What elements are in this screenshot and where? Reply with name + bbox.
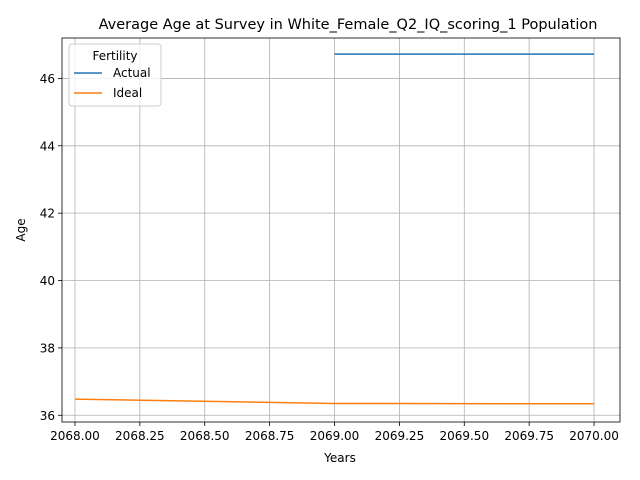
x-tick-label: 2068.50	[180, 429, 230, 443]
legend-box	[68, 43, 162, 107]
y-tick-label: 42	[40, 207, 55, 221]
y-tick-label: 40	[40, 274, 55, 288]
legend-title: Fertility	[92, 49, 137, 63]
legend-items: Actual Ideal	[74, 66, 151, 100]
x-tick-label: 2069.25	[375, 429, 425, 443]
y-tick-label: 44	[40, 139, 55, 153]
chart-title: Average Age at Survey in White_Female_Q2…	[99, 17, 598, 33]
plot-area	[61, 37, 621, 423]
x-tick-label: 2069.00	[310, 429, 360, 443]
y-axis: 36 38 40 42 44 46	[40, 72, 62, 423]
legend: Fertility Actual Ideal	[68, 43, 162, 107]
legend-label-actual: Actual	[113, 66, 151, 80]
series	[74, 53, 595, 405]
x-tick-label: 2068.25	[115, 429, 165, 443]
x-tick-label: 2068.75	[245, 429, 295, 443]
x-tick-label: 2069.75	[504, 429, 554, 443]
x-axis: 2068.00 2068.25 2068.50 2068.75 2069.00 2069.…	[50, 422, 619, 443]
grid	[62, 38, 620, 422]
x-tick-label: 2070.00	[569, 429, 619, 443]
x-axis-label: Years	[323, 451, 356, 465]
x-tick-label: 2068.00	[50, 429, 100, 443]
series-line-ideal	[74, 398, 595, 405]
y-tick-label: 38	[40, 341, 55, 355]
x-tick-label: 2069.50	[439, 429, 489, 443]
y-tick-label: 36	[40, 409, 55, 423]
legend-label-ideal: Ideal	[113, 86, 142, 100]
y-axis-label: Age	[14, 218, 28, 241]
y-tick-label: 46	[40, 72, 55, 86]
